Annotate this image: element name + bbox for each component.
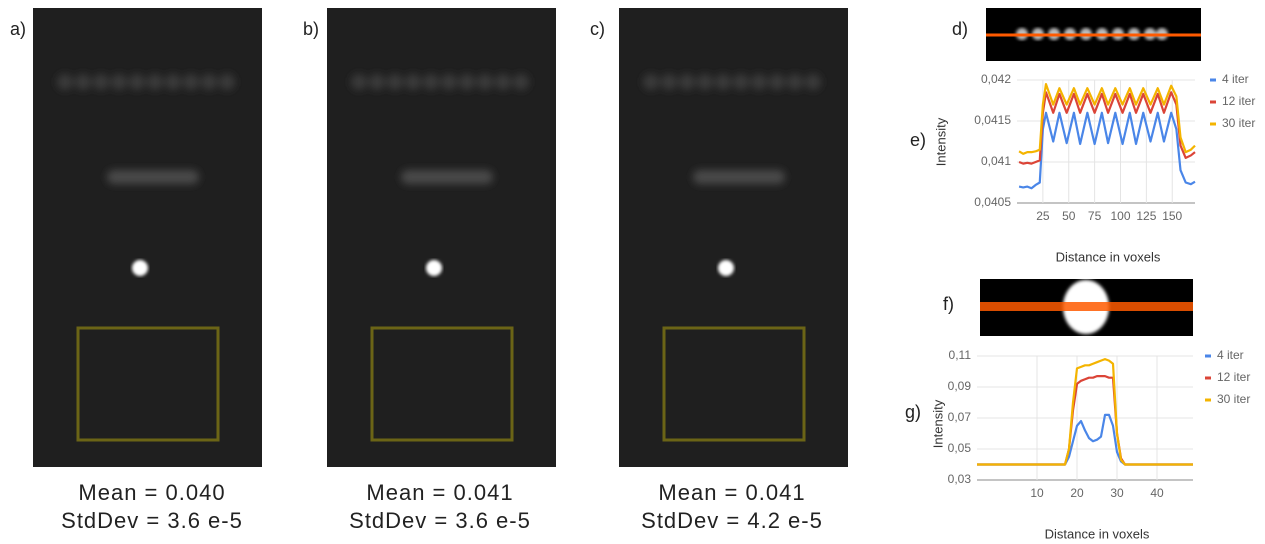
legend-label: 12 iter bbox=[1217, 370, 1250, 384]
y-axis-label: Intensity bbox=[930, 399, 945, 448]
y-tick-label: 0,042 bbox=[981, 72, 1011, 86]
figure: a) b) c) Mean = 0.040 StdDev = 3.6 e-5 M… bbox=[0, 0, 1265, 544]
x-tick-label: 50 bbox=[1062, 209, 1076, 223]
mean-text: Mean = 0.041 bbox=[366, 480, 513, 505]
panel-label: b) bbox=[303, 19, 319, 39]
image-label: f) bbox=[943, 294, 954, 314]
panel-label: g) bbox=[905, 402, 921, 422]
panel-label: c) bbox=[590, 19, 605, 39]
legend-label: 12 iter bbox=[1222, 94, 1255, 108]
panel-b-image bbox=[327, 8, 556, 467]
y-tick-label: 0,0415 bbox=[974, 113, 1011, 127]
y-tick-label: 0,041 bbox=[981, 154, 1011, 168]
x-axis-label: Distance in voxels bbox=[1045, 526, 1150, 541]
x-tick-label: 25 bbox=[1036, 209, 1050, 223]
panel-c-image bbox=[619, 8, 848, 467]
legend-label: 4 iter bbox=[1217, 348, 1244, 362]
panel-a-image bbox=[33, 8, 262, 467]
stddev-text: StdDev = 3.6 e-5 bbox=[349, 508, 531, 533]
series-line bbox=[1019, 113, 1195, 188]
y-tick-label: 0,0405 bbox=[974, 195, 1011, 209]
image-label: d) bbox=[952, 19, 968, 39]
panel-label: e) bbox=[910, 130, 926, 150]
y-tick-label: 0,09 bbox=[948, 379, 972, 393]
y-tick-label: 0,03 bbox=[948, 472, 972, 486]
legend-label: 4 iter bbox=[1222, 72, 1249, 86]
x-tick-label: 30 bbox=[1110, 486, 1124, 500]
x-tick-label: 150 bbox=[1162, 209, 1182, 223]
stddev-text: StdDev = 3.6 e-5 bbox=[61, 508, 243, 533]
x-tick-label: 10 bbox=[1030, 486, 1044, 500]
x-tick-label: 20 bbox=[1070, 486, 1084, 500]
profile-image-f bbox=[980, 279, 1193, 336]
legend-label: 30 iter bbox=[1217, 392, 1250, 406]
y-tick-label: 0,11 bbox=[949, 348, 972, 362]
stddev-text: StdDev = 4.2 e-5 bbox=[641, 508, 823, 533]
mean-text: Mean = 0.040 bbox=[78, 480, 225, 505]
x-tick-label: 40 bbox=[1150, 486, 1164, 500]
x-tick-label: 100 bbox=[1110, 209, 1130, 223]
mean-text: Mean = 0.041 bbox=[658, 480, 805, 505]
y-tick-label: 0,07 bbox=[948, 410, 972, 424]
profile-image-d bbox=[986, 8, 1201, 61]
y-tick-label: 0,05 bbox=[948, 441, 972, 455]
series-line bbox=[977, 415, 1193, 465]
legend-label: 30 iter bbox=[1222, 116, 1255, 130]
y-axis-label: Intensity bbox=[933, 117, 948, 166]
x-tick-label: 75 bbox=[1088, 209, 1102, 223]
panel-label: a) bbox=[10, 19, 26, 39]
x-tick-label: 125 bbox=[1136, 209, 1156, 223]
series-line bbox=[977, 376, 1193, 464]
x-axis-label: Distance in voxels bbox=[1056, 249, 1161, 264]
